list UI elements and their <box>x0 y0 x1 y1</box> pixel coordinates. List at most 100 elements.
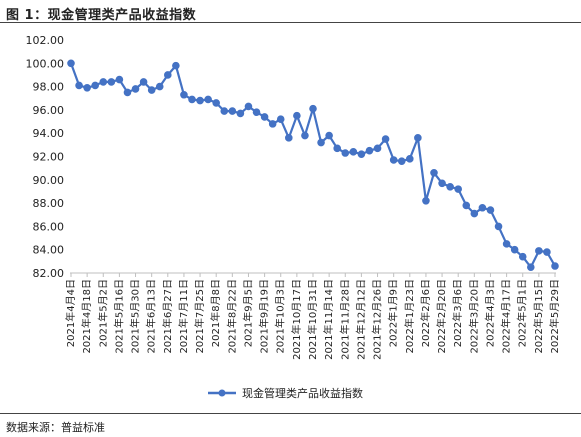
data-point <box>373 144 382 153</box>
data-point <box>180 90 188 99</box>
x-tick-label: 2022年5月15日 <box>532 279 545 354</box>
bottom-rule <box>0 413 581 414</box>
data-point <box>333 144 342 153</box>
data-point <box>172 61 180 70</box>
y-tick-label: 98.00 <box>33 81 65 94</box>
x-tick-label: 2021年6月13日 <box>145 279 158 354</box>
x-tick-label: 2021年9月5日 <box>241 279 254 347</box>
data-point <box>301 131 309 140</box>
data-point <box>478 203 487 212</box>
y-tick-label: 92.00 <box>33 151 65 164</box>
x-tick-label: 2021年10月17日 <box>290 279 303 360</box>
data-point <box>196 96 204 105</box>
data-point <box>228 107 237 115</box>
x-tick-label: 2021年12月26日 <box>371 279 384 360</box>
data-point <box>131 85 140 93</box>
data-point <box>107 78 116 86</box>
data-point <box>204 95 212 104</box>
x-tick-label: 2022年1月9日 <box>387 279 400 347</box>
data-point <box>518 252 527 261</box>
y-tick-label: 102.00 <box>26 34 65 47</box>
data-point <box>389 156 398 164</box>
figure-title: 图 1：现金管理类产品收益指数 <box>6 8 197 23</box>
data-point <box>309 104 317 113</box>
data-point <box>325 131 333 140</box>
x-tick-label: 2021年4月4日 <box>64 279 77 347</box>
data-point <box>83 83 91 92</box>
data-point <box>527 263 535 271</box>
y-tick-label: 100.00 <box>26 57 65 70</box>
x-tick-label: 2021年5月2日 <box>96 279 109 347</box>
x-tick-label: 2022年4月17日 <box>500 279 513 354</box>
data-point <box>252 108 261 117</box>
data-point <box>365 146 374 155</box>
line-chart: 82.00 84.00 86.00 88.00 90.00 92.00 94.00 96.00… <box>26 34 562 400</box>
data-point <box>260 113 269 121</box>
x-tick-label: 2022年2月20日 <box>435 279 448 354</box>
x-tick-label: 2021年8月8日 <box>209 279 222 347</box>
plot-area <box>67 59 559 271</box>
data-point <box>341 149 350 157</box>
data-point <box>357 150 366 158</box>
data-point <box>535 247 543 255</box>
data-point <box>164 71 172 79</box>
x-tick-label: 2021年7月11日 <box>177 279 190 354</box>
x-tick-label: 2021年11月14日 <box>322 279 335 360</box>
x-tick-label: 2022年3月6日 <box>451 279 464 347</box>
data-point <box>454 185 463 193</box>
data-point <box>551 262 559 270</box>
data-point <box>115 75 124 84</box>
data-point <box>543 248 551 256</box>
x-tick-label: 2021年4月18日 <box>80 279 93 354</box>
data-point <box>502 240 511 248</box>
x-tick-label: 2021年5月16日 <box>112 279 125 354</box>
data-point <box>99 78 108 86</box>
data-point <box>494 222 503 231</box>
data-point <box>212 99 220 107</box>
data-point <box>75 81 83 90</box>
data-point <box>349 148 358 156</box>
series-line <box>69 62 556 269</box>
top-rule <box>0 22 581 23</box>
x-tick-label: 2021年11月28日 <box>338 279 351 360</box>
data-point <box>470 209 479 218</box>
data-point <box>381 135 390 143</box>
legend-label: 现金管理类产品收益指数 <box>242 386 363 400</box>
data-point <box>147 86 156 94</box>
data-source: 数据来源：普益标准 <box>6 421 105 434</box>
data-point <box>155 82 164 91</box>
x-axis: 2021年4月4日 2021年4月18日 2021年5月2日 2021年5月16日 20… <box>64 272 561 360</box>
data-point <box>91 81 99 90</box>
data-point <box>486 206 495 214</box>
data-point <box>317 138 325 147</box>
data-point <box>414 134 422 142</box>
data-point <box>244 102 253 111</box>
y-tick-label: 96.00 <box>33 104 65 117</box>
x-tick-label: 2021年5月30日 <box>129 279 142 354</box>
data-point <box>285 134 293 142</box>
data-point <box>188 95 196 104</box>
data-point <box>446 182 454 191</box>
y-tick-label: 94.00 <box>33 127 65 140</box>
data-point <box>67 59 75 68</box>
x-tick-label: 2022年5月29日 <box>548 279 561 354</box>
x-tick-label: 2021年10月3日 <box>274 279 287 354</box>
legend: 现金管理类产品收益指数 <box>208 386 363 400</box>
y-tick-label: 88.00 <box>33 197 65 210</box>
legend-marker <box>218 389 226 397</box>
data-point <box>236 109 245 118</box>
x-tick-label: 2021年10月31日 <box>306 279 319 360</box>
data-point <box>462 201 471 210</box>
data-point <box>438 179 446 188</box>
data-point <box>293 111 301 120</box>
x-tick-label: 2022年3月20日 <box>467 279 480 354</box>
data-point <box>397 157 406 165</box>
data-point <box>123 88 132 97</box>
x-tick-label: 2021年12月12日 <box>354 279 367 360</box>
x-tick-label: 2021年7月25日 <box>193 279 206 354</box>
x-tick-label: 2022年2月6日 <box>419 279 432 347</box>
x-tick-label: 2022年1月23日 <box>403 279 416 354</box>
data-point <box>220 107 229 115</box>
y-tick-label: 86.00 <box>33 220 65 233</box>
y-tick-label: 84.00 <box>33 244 65 257</box>
